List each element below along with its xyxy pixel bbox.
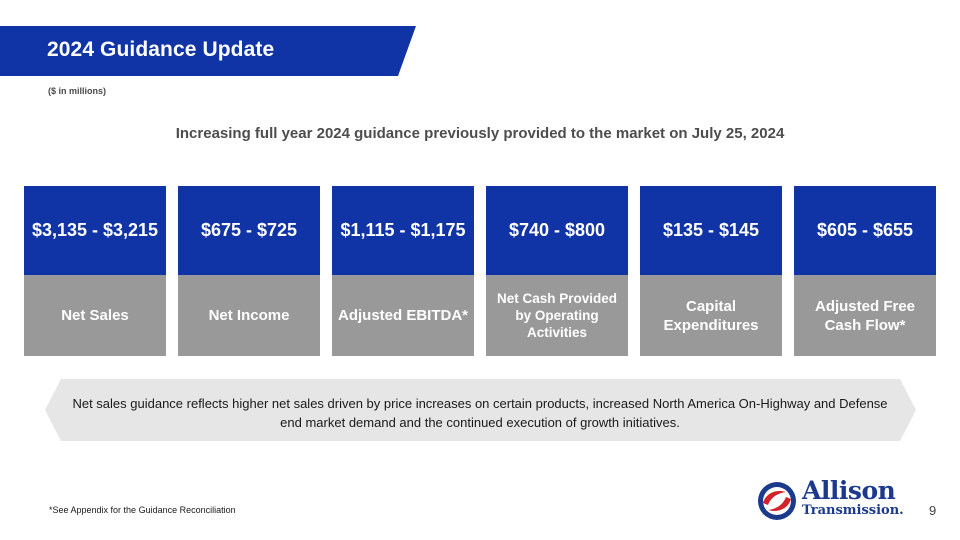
metric-value: $605 - $655: [794, 186, 936, 275]
metric-card-net-income: $675 - $725 Net Income: [178, 186, 320, 356]
metric-card-free-cash-flow: $605 - $655 Adjusted Free Cash Flow*: [794, 186, 936, 356]
callout-banner: [45, 379, 916, 441]
metric-value: $675 - $725: [178, 186, 320, 275]
metric-card-adjusted-ebitda: $1,115 - $1,175 Adjusted EBITDA*: [332, 186, 474, 356]
metric-label: Net Income: [178, 275, 320, 356]
metric-card-net-sales: $3,135 - $3,215 Net Sales: [24, 186, 166, 356]
metric-label: Adjusted EBITDA*: [332, 275, 474, 356]
page-number: 9: [929, 503, 937, 518]
allison-logo-mark-icon: [758, 482, 796, 520]
logo-wordmark-allison: Allison: [802, 476, 896, 505]
title-banner: [0, 26, 416, 76]
logo-wordmark-transmission: Transmission.: [802, 503, 904, 518]
metric-value: $740 - $800: [486, 186, 628, 275]
callout-text: Net sales guidance reflects higher net s…: [72, 396, 888, 430]
title-banner-shape: [0, 26, 416, 76]
page-title: 2024 Guidance Update: [47, 38, 275, 61]
metric-label: Net Sales: [24, 275, 166, 356]
metric-label: Net Cash Provided by Operating Activitie…: [486, 275, 628, 356]
allison-logo: Allison Transmission.: [756, 476, 921, 524]
metric-value: $3,135 - $3,215: [24, 186, 166, 275]
metric-card-capex: $135 - $145 Capital Expenditures: [640, 186, 782, 356]
metric-label: Adjusted Free Cash Flow*: [794, 275, 936, 356]
callout-shape: [45, 379, 916, 441]
footnote: *See Appendix for the Guidance Reconcili…: [49, 505, 236, 515]
metric-value: $1,115 - $1,175: [332, 186, 474, 275]
metric-label: Capital Expenditures: [640, 275, 782, 356]
units-note: ($ in millions): [48, 86, 107, 96]
metric-card-operating-cash: $740 - $800 Net Cash Provided by Operati…: [486, 186, 628, 356]
metric-value: $135 - $145: [640, 186, 782, 275]
headline: Increasing full year 2024 guidance previ…: [175, 125, 785, 142]
